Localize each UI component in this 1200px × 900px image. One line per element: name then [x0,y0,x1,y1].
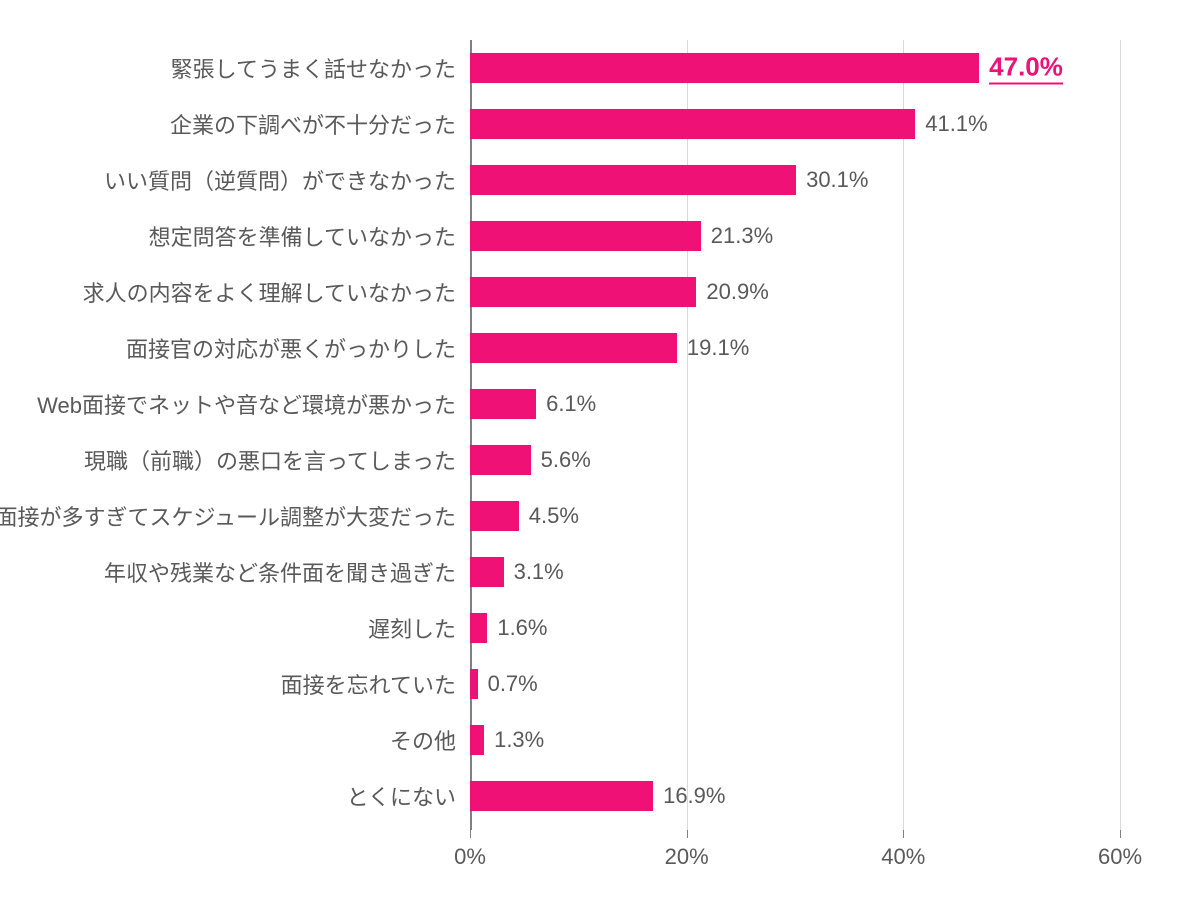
category-label: 面接を忘れていた [281,668,470,700]
value-label: 30.1% [806,167,868,193]
value-label: 19.1% [687,335,749,361]
value-label: 1.3% [494,727,544,753]
value-label: 3.1% [514,559,564,585]
x-tick-label: 60% [1098,844,1142,870]
value-label: 4.5% [529,503,579,529]
bar [470,333,677,363]
bar-row: いい質問（逆質問）ができなかった30.1% [470,165,1120,195]
bar [470,557,504,587]
bar [470,109,915,139]
bar [470,613,487,643]
bar-row: 求人の内容をよく理解していなかった20.9% [470,277,1120,307]
gridline [903,40,904,830]
bar-row: 想定問答を準備していなかった21.3% [470,221,1120,251]
category-label: 求人の内容をよく理解していなかった [83,276,470,308]
gridline [687,40,688,830]
category-label: 現職（前職）の悪口を言ってしまった [84,444,470,476]
value-label-highlight: 47.0% [989,52,1063,85]
bar-row: Web面接でネットや音など環境が悪かった6.1% [470,389,1120,419]
bar [470,781,653,811]
value-label: 6.1% [546,391,596,417]
bar [470,445,531,475]
bar [470,501,519,531]
category-label: 想定問答を準備していなかった [149,220,470,252]
bar-row: 面接が多すぎてスケジュール調整が大変だった4.5% [470,501,1120,531]
x-tick [687,830,688,838]
plot-area: 0%20%40%60%緊張してうまく話せなかった47.0%企業の下調べが不十分だ… [470,40,1120,830]
value-label: 0.7% [488,671,538,697]
value-label: 16.9% [663,783,725,809]
value-label: 5.6% [541,447,591,473]
x-tick-label: 40% [881,844,925,870]
bar [470,165,796,195]
category-label: その他 [390,724,470,756]
bar [470,389,536,419]
bar-row: 面接官の対応が悪くがっかりした19.1% [470,333,1120,363]
category-label: 緊張してうまく話せなかった [171,52,470,84]
x-tick [903,830,904,838]
bar [470,669,478,699]
category-label: いい質問（逆質問）ができなかった [104,164,470,196]
value-label: 41.1% [925,111,987,137]
category-label: 面接が多すぎてスケジュール調整が大変だった [0,500,470,532]
category-label: 年収や残業など条件面を聞き過ぎた [104,556,470,588]
bar-row: 企業の下調べが不十分だった41.1% [470,109,1120,139]
y-axis [470,40,472,830]
bar-row: その他1.3% [470,725,1120,755]
category-label: 面接官の対応が悪くがっかりした [126,332,470,364]
bar [470,53,979,83]
bar [470,277,696,307]
x-tick-label: 0% [454,844,486,870]
category-label: Web面接でネットや音など環境が悪かった [37,388,470,420]
category-label: 遅刻した [368,612,470,644]
value-label: 1.6% [497,615,547,641]
bar-row: 年収や残業など条件面を聞き過ぎた3.1% [470,557,1120,587]
x-tick [470,830,471,838]
gridline [1120,40,1121,830]
category-label: 企業の下調べが不十分だった [170,108,470,140]
bar-row: 遅刻した1.6% [470,613,1120,643]
x-tick-label: 20% [665,844,709,870]
bar-row: とくにない16.9% [470,781,1120,811]
value-label: 20.9% [706,279,768,305]
bar-row: 現職（前職）の悪口を言ってしまった5.6% [470,445,1120,475]
bar-row: 面接を忘れていた0.7% [470,669,1120,699]
bar [470,725,484,755]
bar [470,221,701,251]
bar-row: 緊張してうまく話せなかった47.0% [470,53,1120,83]
survey-bar-chart: 0%20%40%60%緊張してうまく話せなかった47.0%企業の下調べが不十分だ… [0,0,1200,900]
x-tick [1120,830,1121,838]
value-label: 21.3% [711,223,773,249]
category-label: とくにない [347,780,470,812]
